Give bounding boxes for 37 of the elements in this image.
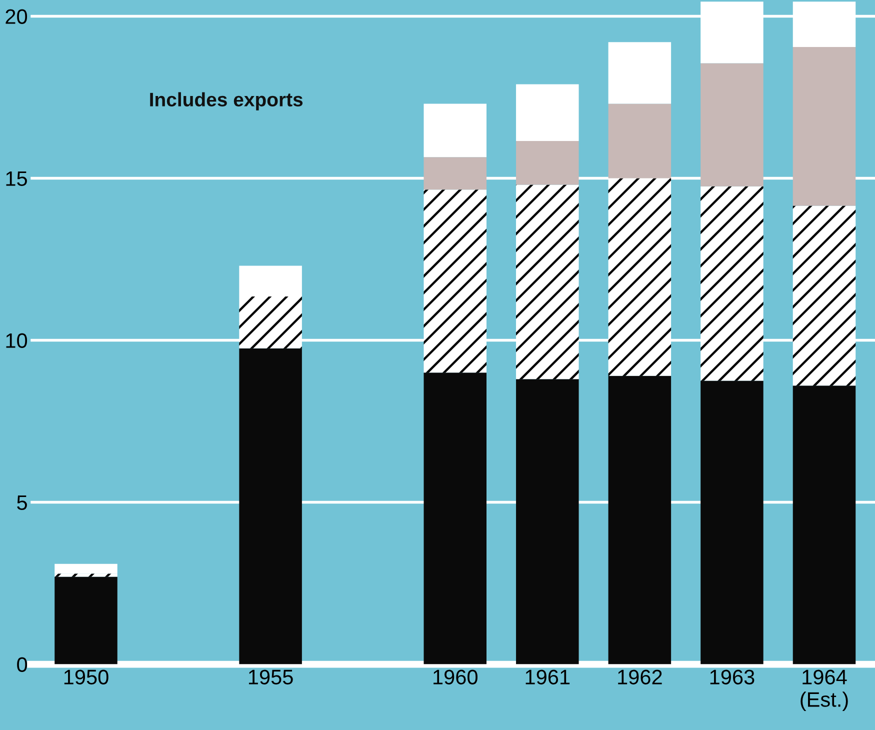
x-tick-label: 1963 bbox=[710, 670, 754, 684]
bar bbox=[700, 63, 764, 186]
bar bbox=[424, 104, 486, 158]
bar bbox=[608, 178, 672, 376]
bar bbox=[239, 266, 302, 297]
bar bbox=[516, 184, 579, 380]
bar bbox=[424, 157, 486, 190]
bar bbox=[54, 576, 118, 664]
bar bbox=[608, 42, 672, 104]
bar bbox=[239, 348, 302, 664]
x-tick-label: 1950 bbox=[64, 670, 108, 684]
y-tick-label: 20 bbox=[6, 9, 28, 24]
y-tick-label: 15 bbox=[6, 171, 27, 186]
x-tick-label: 1964 (Est.) bbox=[800, 670, 848, 712]
x-tick-label: 1961 bbox=[526, 670, 570, 684]
y-tick-label: 0 bbox=[17, 657, 28, 672]
bar bbox=[608, 104, 672, 178]
bar bbox=[700, 380, 764, 664]
bar bbox=[608, 376, 672, 664]
bar bbox=[54, 564, 118, 574]
bar bbox=[792, 206, 856, 386]
x-tick-label: 1960 bbox=[434, 670, 478, 684]
bar bbox=[516, 379, 579, 664]
bar bbox=[700, 186, 764, 381]
bar bbox=[54, 574, 118, 577]
x-tick-label: 1955 bbox=[248, 670, 293, 684]
x-tick-label: 1962 bbox=[618, 670, 662, 684]
bar bbox=[424, 190, 486, 373]
y-tick-label: 5 bbox=[17, 495, 27, 510]
bar bbox=[239, 296, 302, 348]
bar bbox=[516, 140, 579, 185]
bar bbox=[424, 372, 486, 664]
annotation: Includes exports bbox=[150, 92, 303, 110]
bar bbox=[516, 84, 579, 141]
bar bbox=[792, 46, 856, 206]
bar bbox=[792, 386, 856, 664]
y-tick-label: 10 bbox=[6, 333, 28, 348]
